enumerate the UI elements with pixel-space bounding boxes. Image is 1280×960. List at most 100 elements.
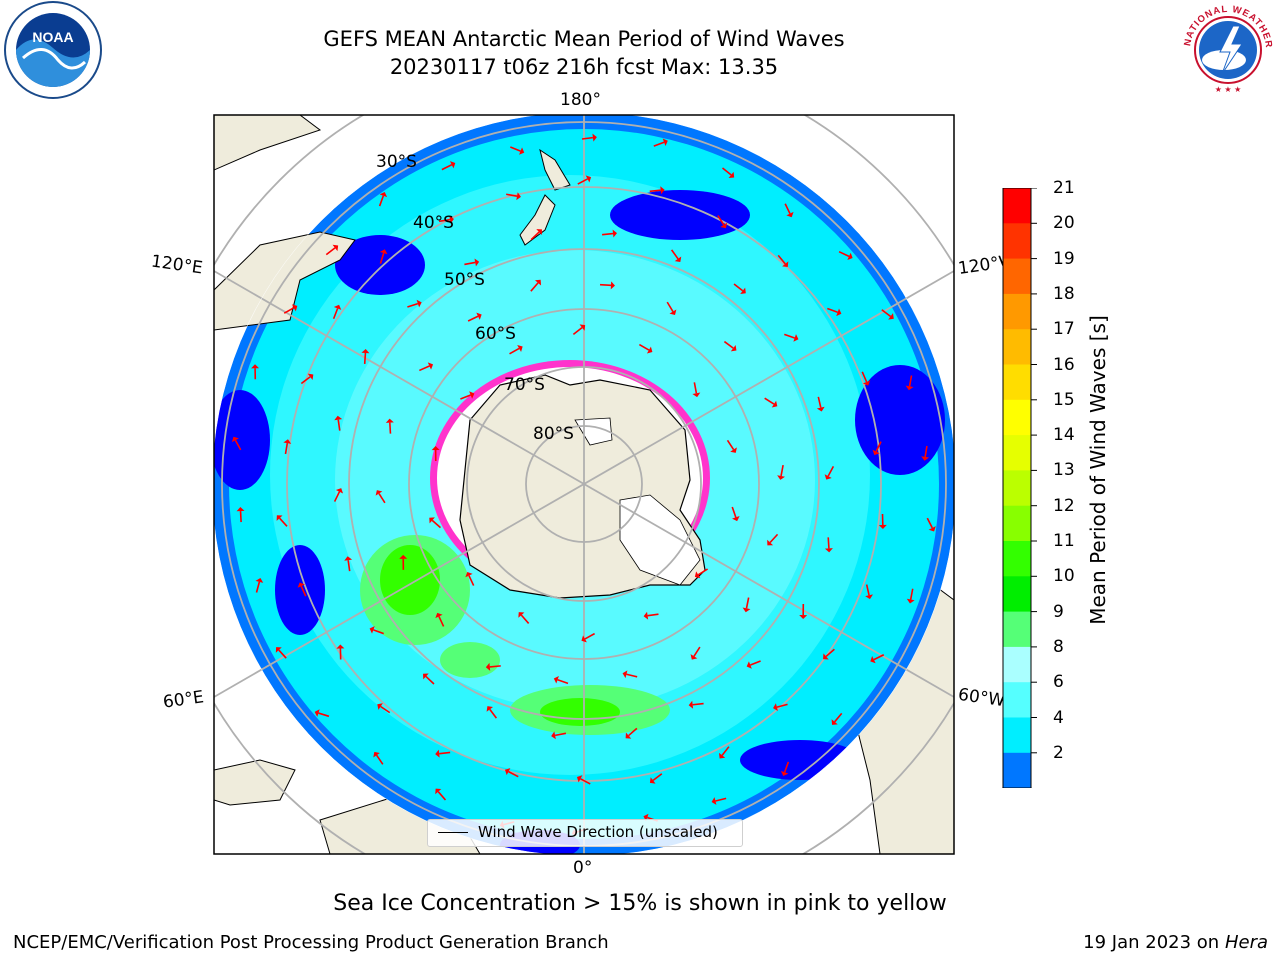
- wind-wave-arrow: [318, 712, 330, 718]
- wind-wave-arrowhead: [449, 161, 456, 169]
- colorbar-band: [1003, 646, 1031, 683]
- wind-wave-arrowhead: [742, 607, 751, 613]
- wind-wave-arrowhead: [291, 304, 298, 312]
- colorbar-tick-label: 15: [1053, 389, 1075, 410]
- colorbar-band: [1003, 188, 1031, 224]
- wind-wave-arrowhead: [688, 700, 694, 709]
- wind-wave-arrow: [437, 791, 447, 801]
- wind-wave-arrow: [626, 673, 638, 678]
- wind-wave-arrow: [783, 761, 790, 773]
- wind-wave-arrow: [638, 343, 650, 351]
- wind-wave-arrowhead: [581, 635, 587, 643]
- wind-wave-arrowhead: [399, 554, 408, 559]
- colorbar-tick-label: 21: [1053, 178, 1075, 198]
- colorbar-tick-label: 14: [1053, 425, 1075, 446]
- wind-wave-arrowhead: [732, 516, 740, 522]
- wind-wave-arrow: [777, 254, 786, 265]
- svg-text:NOAA: NOAA: [32, 29, 73, 45]
- wind-wave-arrow: [750, 660, 761, 666]
- lat-label-40s: 40°S: [413, 213, 454, 233]
- wind-wave-arrow: [861, 371, 868, 383]
- wind-wave-arrow: [909, 588, 914, 600]
- wind-wave-arrowhead: [643, 611, 649, 620]
- wind-wave-arrow: [908, 375, 913, 387]
- wind-wave-arrowhead: [379, 249, 388, 255]
- colorbar-tick-label: 12: [1053, 495, 1075, 516]
- wind-wave-arrow: [924, 445, 928, 457]
- wind-wave-arrow: [333, 491, 341, 502]
- wind-wave-arrowhead: [740, 287, 746, 294]
- colorbar-band: [1003, 505, 1031, 542]
- wind-wave-arrow: [653, 141, 665, 147]
- wind-wave-arrowhead: [579, 324, 586, 331]
- wind-wave-arrowhead: [516, 192, 521, 201]
- wind-wave-arrowhead: [782, 261, 789, 267]
- footer-credit: NCEP/EMC/Verification Post Processing Pr…: [13, 932, 609, 953]
- wind-wave-arrowhead: [474, 258, 480, 267]
- wind-wave-arrowhead: [465, 571, 473, 578]
- wind-wave-arrow: [419, 365, 430, 372]
- colorbar-band: [1003, 717, 1031, 754]
- wind-wave-arrow: [278, 649, 287, 659]
- wind-wave-arrow: [649, 189, 661, 193]
- wind-wave-arrow: [439, 751, 451, 755]
- wind-wave-arrow: [733, 283, 744, 292]
- colorbar-band: [1003, 364, 1031, 401]
- wind-wave-arrow: [554, 732, 567, 737]
- wind-wave-arrowhead: [385, 418, 394, 423]
- wind-wave-arrowhead: [314, 709, 320, 717]
- colorbar-band: [1003, 435, 1031, 471]
- wind-wave-arrowhead: [517, 344, 523, 352]
- colorbar-tick-label: 20: [1053, 213, 1075, 234]
- wind-wave-arrow: [715, 797, 727, 802]
- wind-wave-arrowhead: [307, 373, 314, 381]
- wind-wave-arrow: [407, 302, 419, 308]
- wind-wave-arrowhead: [429, 517, 435, 524]
- colorbar-band: [1003, 752, 1031, 788]
- wind-wave-arrowhead: [334, 415, 343, 421]
- colorbar-tick-label: 17: [1053, 319, 1075, 340]
- wind-wave-arrowhead: [793, 334, 799, 342]
- wind-wave-arrow: [834, 712, 843, 723]
- wind-wave-arrow: [602, 232, 614, 236]
- wind-wave-arrowhead: [862, 380, 871, 386]
- wind-wave-arrow: [460, 394, 471, 400]
- wind-wave-arrowhead: [275, 647, 282, 653]
- wind-wave-arrowhead: [283, 439, 292, 444]
- wind-wave-arrow: [881, 309, 892, 318]
- wind-wave-arrowhead: [921, 456, 930, 461]
- wind-wave-arrow: [784, 203, 791, 214]
- wind-wave-arrowhead: [435, 749, 440, 758]
- wind-wave-arrow: [827, 466, 835, 477]
- wind-wave-arrowhead: [332, 244, 339, 252]
- wind-wave-arrowhead: [379, 191, 388, 198]
- wind-wave-arrowhead: [746, 661, 752, 669]
- wind-wave-arrowhead: [646, 346, 653, 354]
- wind-wave-arrow: [389, 422, 392, 434]
- wind-wave-arrowhead: [906, 598, 915, 604]
- lon-label-180: 180°: [560, 90, 601, 110]
- legend-label: Wind Wave Direction (unscaled): [478, 823, 718, 841]
- wind-wave-arrow: [431, 519, 442, 529]
- wind-wave-arrow: [692, 702, 704, 706]
- wind-wave-arrowhead: [427, 362, 434, 370]
- svg-text:★ ★ ★: ★ ★ ★: [1215, 85, 1242, 94]
- wind-wave-arrowhead: [551, 731, 556, 740]
- wind-wave-arrowhead: [690, 654, 698, 660]
- wind-wave-arrowhead: [486, 706, 494, 712]
- colorbar-tick-label: 19: [1053, 248, 1075, 269]
- colorbar-label: Mean Period of Wind Waves [s]: [1086, 315, 1110, 625]
- wind-wave-arrow: [865, 584, 870, 596]
- wind-wave-arrow: [332, 308, 339, 320]
- colorbar-tick-label: 10: [1053, 566, 1075, 587]
- colorbar-band: [1003, 576, 1031, 613]
- wind-wave-arrow: [825, 648, 835, 658]
- wind-wave-arrowhead: [534, 279, 542, 286]
- wind-wave-arrow: [723, 340, 734, 349]
- wind-wave-arrowhead: [431, 446, 440, 451]
- wind-wave-arrowhead: [519, 147, 525, 155]
- wind-wave-arrowhead: [276, 515, 283, 521]
- wind-wave-arrowhead: [592, 133, 597, 142]
- wind-wave-arrow: [467, 315, 479, 322]
- chart-subtitle: 20230117 t06z 216h fcst Max: 13.35: [389, 55, 779, 79]
